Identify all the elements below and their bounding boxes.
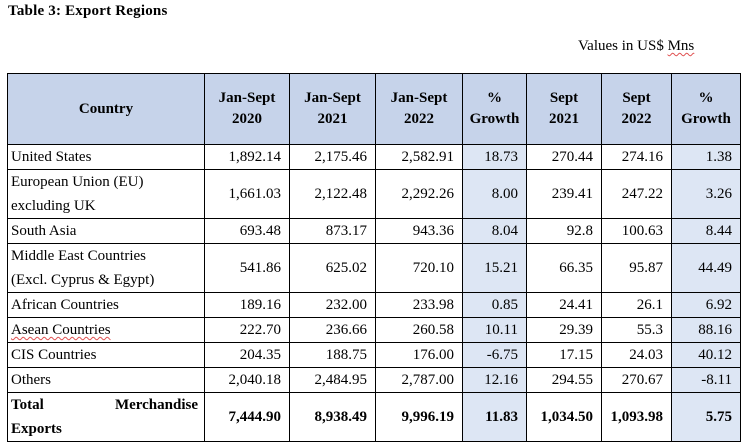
growth-cell: 10.11	[462, 317, 527, 343]
growth-cell: -8.11	[671, 367, 741, 393]
value-cell: 204.35	[204, 342, 290, 368]
value-cell: 693.48	[204, 218, 290, 244]
total-label-cell: Total Merchandise Exports	[7, 392, 205, 442]
table-title: Table 3: Export Regions	[8, 3, 168, 19]
total-value-cell: 1,093.98	[601, 392, 672, 442]
value-cell: 100.63	[601, 218, 672, 244]
value-cell: 2,484.95	[289, 367, 376, 393]
value-cell: 95.87	[601, 243, 672, 293]
value-cell: 92.8	[526, 218, 602, 244]
country-cell: United States	[7, 144, 205, 170]
value-cell: 29.39	[526, 317, 602, 343]
total-value-cell: 9,996.19	[375, 392, 463, 442]
value-cell: 189.16	[204, 292, 290, 318]
header-jan-sept-2021: Jan-Sept 2021	[289, 73, 376, 145]
growth-cell: 18.73	[462, 144, 527, 170]
value-cell: 233.98	[375, 292, 463, 318]
table-row: South Asia 693.48 873.17 943.36 8.04 92.…	[7, 218, 741, 244]
country-cell: African Countries	[7, 292, 205, 318]
value-cell: 1,661.03	[204, 169, 290, 219]
value-cell: 176.00	[375, 342, 463, 368]
header-sept-2022: Sept 2022	[601, 73, 672, 145]
value-cell: 239.41	[526, 169, 602, 219]
growth-cell: 0.85	[462, 292, 527, 318]
value-cell: 720.10	[375, 243, 463, 293]
value-cell: 260.58	[375, 317, 463, 343]
growth-cell: 8.04	[462, 218, 527, 244]
value-cell: 274.16	[601, 144, 672, 170]
growth-cell: 8.44	[671, 218, 741, 244]
header-country: Country	[7, 73, 205, 145]
total-value-cell: 1,034.50	[526, 392, 602, 442]
table-row: Others 2,040.18 2,484.95 2,787.00 12.16 …	[7, 367, 741, 393]
table-row: CIS Countries 204.35 188.75 176.00 -6.75…	[7, 342, 741, 368]
growth-cell: 15.21	[462, 243, 527, 293]
value-cell: 2,787.00	[375, 367, 463, 393]
value-cell: 66.35	[526, 243, 602, 293]
value-cell: 270.67	[601, 367, 672, 393]
value-cell: 873.17	[289, 218, 376, 244]
country-cell: South Asia	[7, 218, 205, 244]
value-cell: 2,122.48	[289, 169, 376, 219]
total-value-cell: 8,938.49	[289, 392, 376, 442]
country-cell: European Union (EU) excluding UK	[7, 169, 205, 219]
table-row: United States 1,892.14 2,175.46 2,582.91…	[7, 144, 741, 170]
header-sept-2021: Sept 2021	[526, 73, 602, 145]
value-cell: 943.36	[375, 218, 463, 244]
value-cell: 2,040.18	[204, 367, 290, 393]
growth-cell: 12.16	[462, 367, 527, 393]
header-jan-sept-2020: Jan-Sept 2020	[204, 73, 290, 145]
header-row: Country Jan-Sept 2020 Jan-Sept 2021 Jan-Se…	[7, 73, 741, 145]
value-cell: 26.1	[601, 292, 672, 318]
growth-cell: 3.26	[671, 169, 741, 219]
total-growth-cell: 11.83	[462, 392, 527, 442]
value-cell: 270.44	[526, 144, 602, 170]
table-row: Asean Countries 222.70 236.66 260.58 10.…	[7, 317, 741, 343]
table-row: European Union (EU) excluding UK 1,661.03…	[7, 169, 741, 219]
value-cell: 55.3	[601, 317, 672, 343]
value-cell: 24.41	[526, 292, 602, 318]
total-value-cell: 7,444.90	[204, 392, 290, 442]
value-cell: 294.55	[526, 367, 602, 393]
growth-cell: 6.92	[671, 292, 741, 318]
total-growth-cell: 5.75	[671, 392, 741, 442]
value-cell: 247.22	[601, 169, 672, 219]
growth-cell: 44.49	[671, 243, 741, 293]
units-note: Values in US$ Mns	[578, 38, 695, 54]
value-cell: 236.66	[289, 317, 376, 343]
growth-cell: 1.38	[671, 144, 741, 170]
value-cell: 1,892.14	[204, 144, 290, 170]
header-jan-sept-2022: Jan-Sept 2022	[375, 73, 463, 145]
value-cell: 2,175.46	[289, 144, 376, 170]
header-growth-ytd: % Growth	[462, 73, 527, 145]
total-row: Total Merchandise Exports 7,444.90 8,938.4…	[7, 392, 741, 442]
growth-cell: -6.75	[462, 342, 527, 368]
value-cell: 188.75	[289, 342, 376, 368]
export-regions-table: Country Jan-Sept 2020 Jan-Sept 2021 Jan-Se…	[7, 73, 741, 442]
country-cell: CIS Countries	[7, 342, 205, 368]
country-cell: Asean Countries	[7, 317, 205, 343]
table-row: African Countries 189.16 232.00 233.98 0…	[7, 292, 741, 318]
value-cell: 232.00	[289, 292, 376, 318]
value-cell: 17.15	[526, 342, 602, 368]
value-cell: 625.02	[289, 243, 376, 293]
country-cell: Middle East Countries (Excl. Cyprus & Egy…	[7, 243, 205, 293]
value-cell: 2,582.91	[375, 144, 463, 170]
table-row: Middle East Countries (Excl. Cyprus & Egy…	[7, 243, 741, 293]
value-cell: 222.70	[204, 317, 290, 343]
growth-cell: 88.16	[671, 317, 741, 343]
value-cell: 24.03	[601, 342, 672, 368]
growth-cell: 8.00	[462, 169, 527, 219]
growth-cell: 40.12	[671, 342, 741, 368]
header-growth-sept: % Growth	[671, 73, 741, 145]
value-cell: 541.86	[204, 243, 290, 293]
country-cell: Others	[7, 367, 205, 393]
value-cell: 2,292.26	[375, 169, 463, 219]
